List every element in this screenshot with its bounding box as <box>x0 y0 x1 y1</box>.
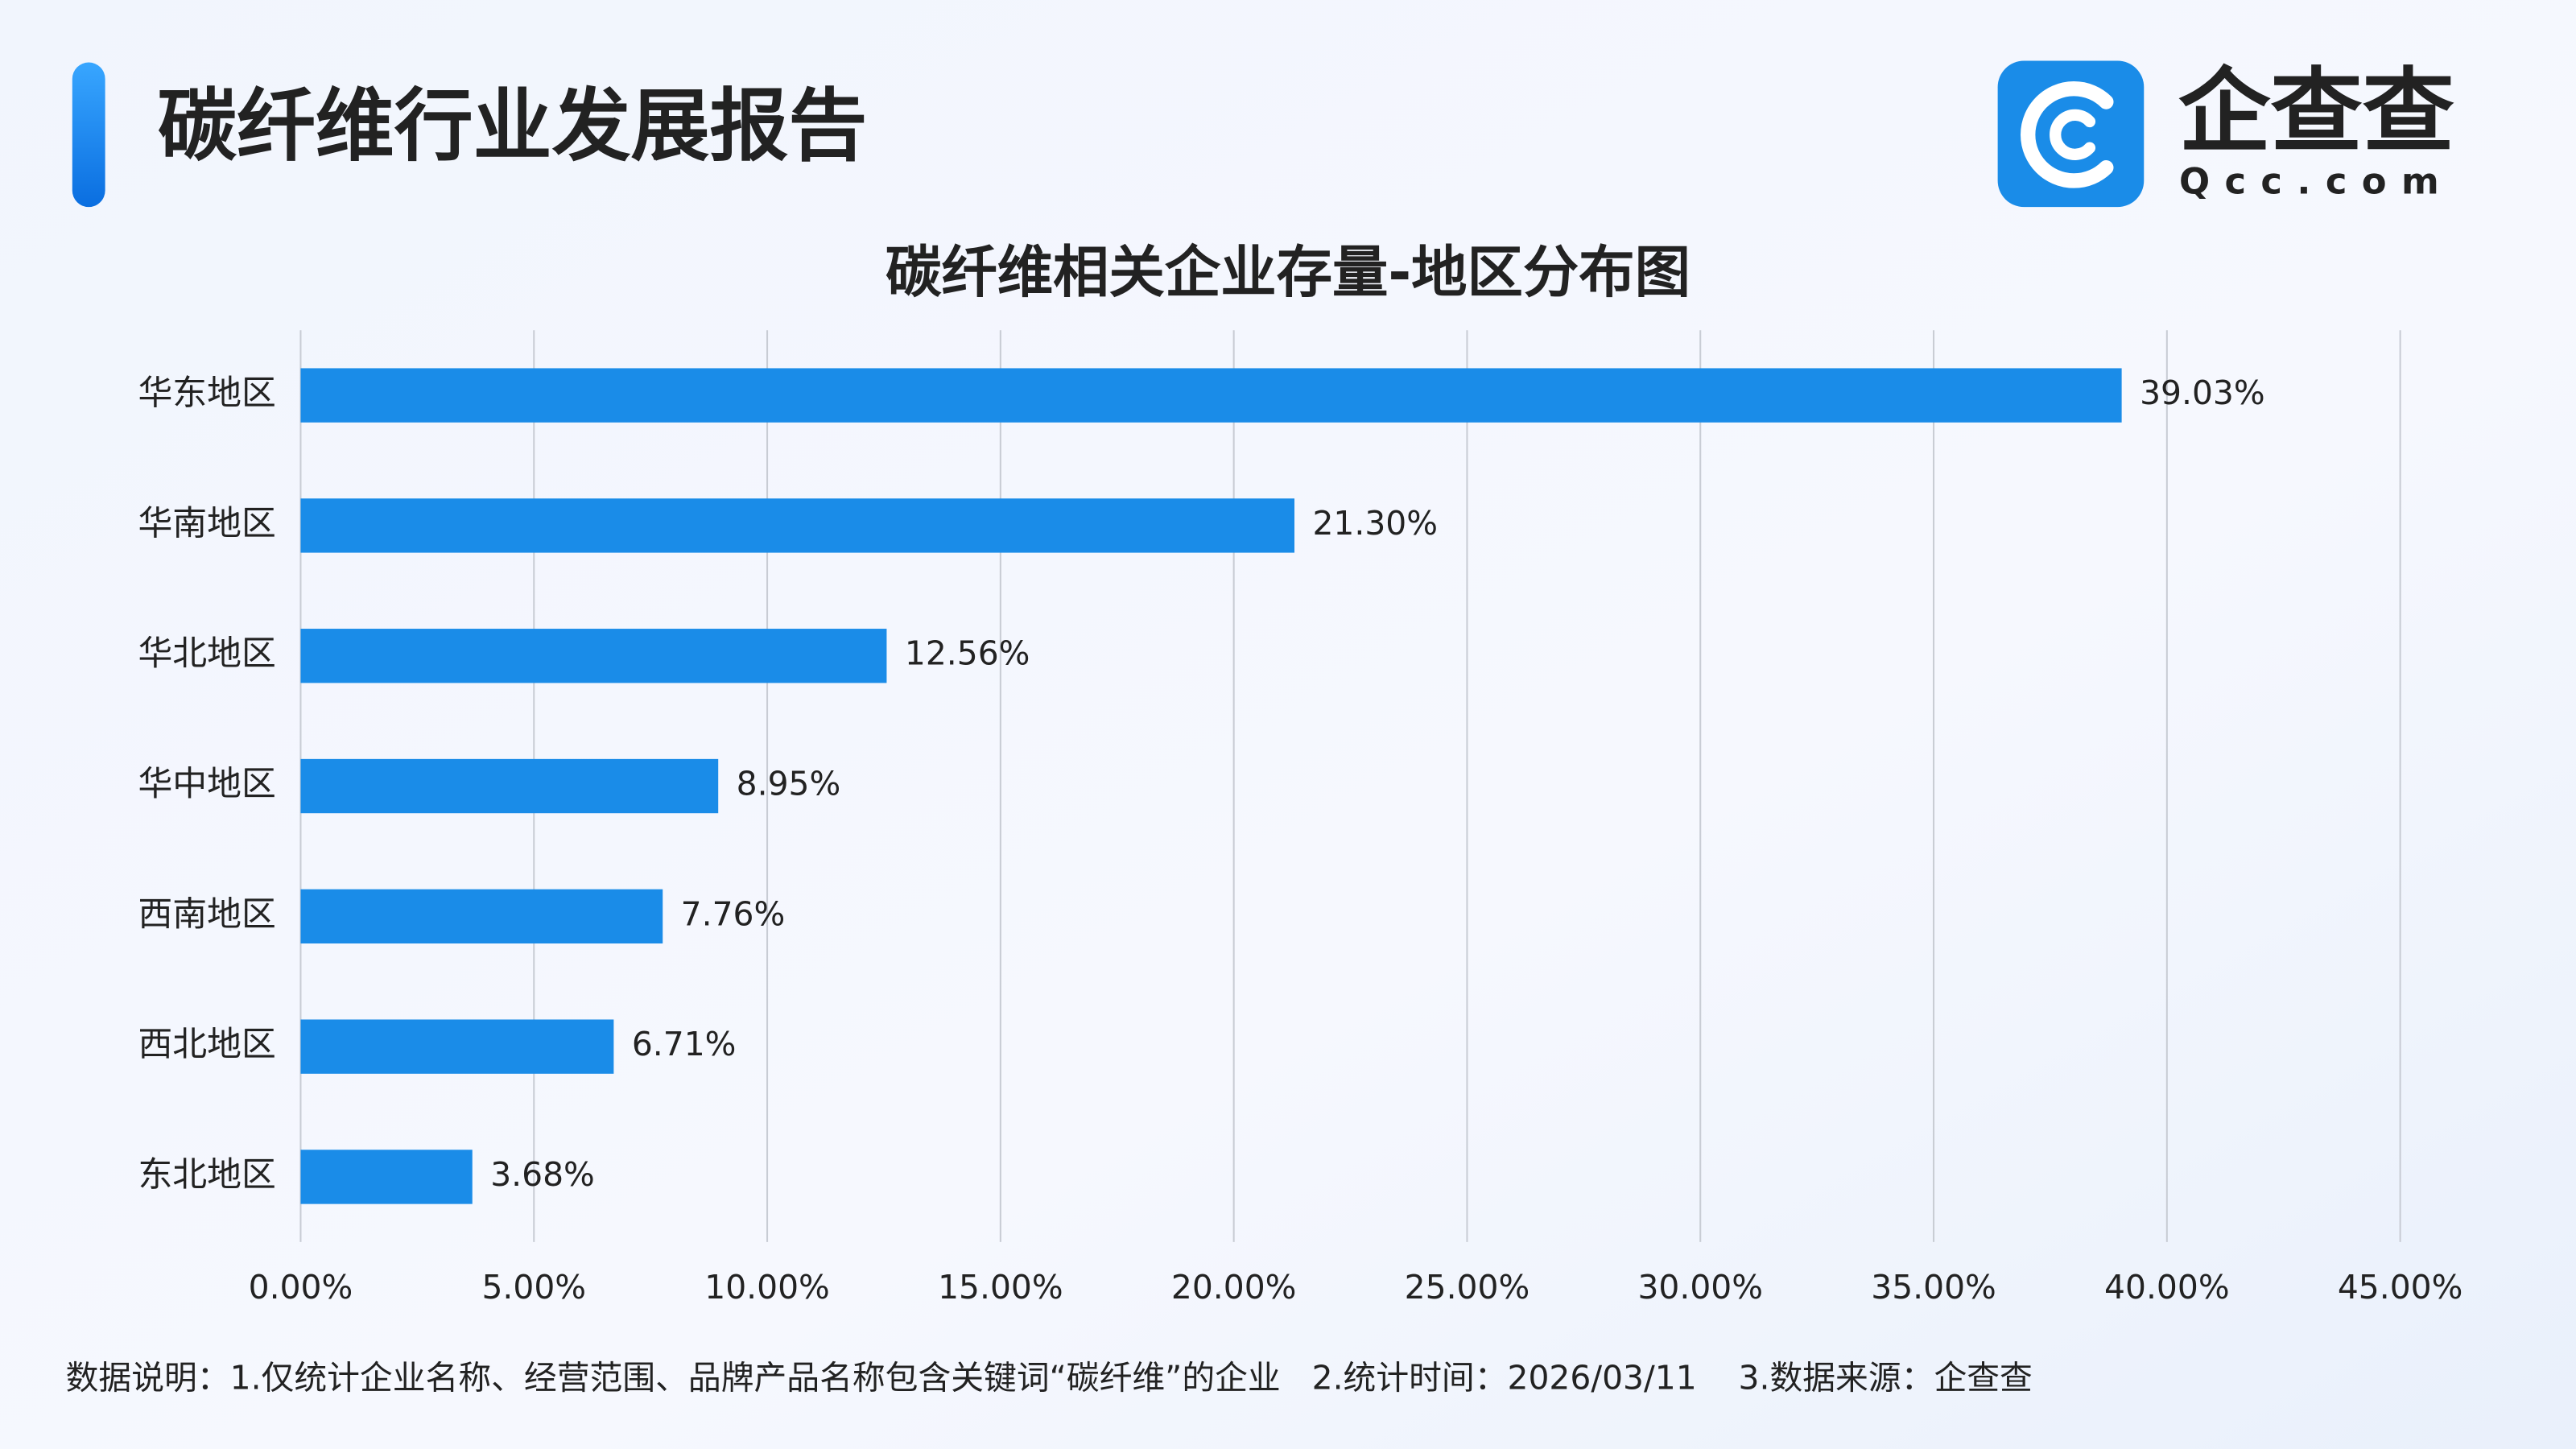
bar <box>300 758 719 814</box>
y-tick-label: 华中地区 <box>138 764 275 804</box>
bar <box>300 1019 614 1074</box>
y-tick-label: 西北地区 <box>138 1025 275 1065</box>
logo-mark <box>2021 81 2114 188</box>
bar <box>300 368 2122 423</box>
chart-title: 碳纤维相关企业存量-地区分布图 <box>886 241 1690 305</box>
title-accent <box>72 62 105 208</box>
value-label: 8.95% <box>737 765 841 803</box>
y-tick-label: 华北地区 <box>138 634 275 674</box>
value-label: 3.68% <box>490 1155 595 1194</box>
logo-domain: Qcc.com <box>2179 160 2454 203</box>
x-tick-label: 30.00% <box>1637 1268 1763 1307</box>
bar <box>300 629 887 683</box>
value-label: 7.76% <box>681 894 786 933</box>
x-tick-label: 15.00% <box>938 1268 1063 1307</box>
y-tick-label: 华东地区 <box>138 374 275 414</box>
bar <box>300 498 1295 553</box>
value-label: 21.30% <box>1312 504 1438 543</box>
logo-name: 企查查 <box>2178 58 2454 165</box>
x-tick-label: 0.00% <box>249 1268 353 1307</box>
y-tick-label: 东北地区 <box>138 1154 275 1195</box>
x-tick-label: 35.00% <box>1871 1268 1996 1307</box>
logo-mark <box>2050 109 2096 160</box>
footnote: 数据说明：1.仅统计企业名称、经营范围、品牌产品名称包含关键词“碳纤维”的企业 … <box>66 1358 2033 1397</box>
page-title: 碳纤维行业发展报告 <box>158 80 867 172</box>
x-tick-label: 5.00% <box>481 1268 586 1307</box>
value-label: 12.56% <box>905 634 1030 673</box>
y-tick-label: 华南地区 <box>138 503 275 543</box>
x-tick-label: 25.00% <box>1405 1268 1530 1307</box>
x-tick-label: 40.00% <box>2104 1268 2230 1307</box>
value-label: 39.03% <box>2140 374 2265 412</box>
bar <box>300 889 663 944</box>
bar <box>300 1150 473 1204</box>
x-tick-label: 45.00% <box>2338 1268 2463 1307</box>
value-label: 6.71% <box>632 1025 737 1063</box>
x-tick-label: 20.00% <box>1171 1268 1297 1307</box>
y-tick-label: 西南地区 <box>138 894 275 935</box>
x-tick-label: 10.00% <box>704 1268 830 1307</box>
